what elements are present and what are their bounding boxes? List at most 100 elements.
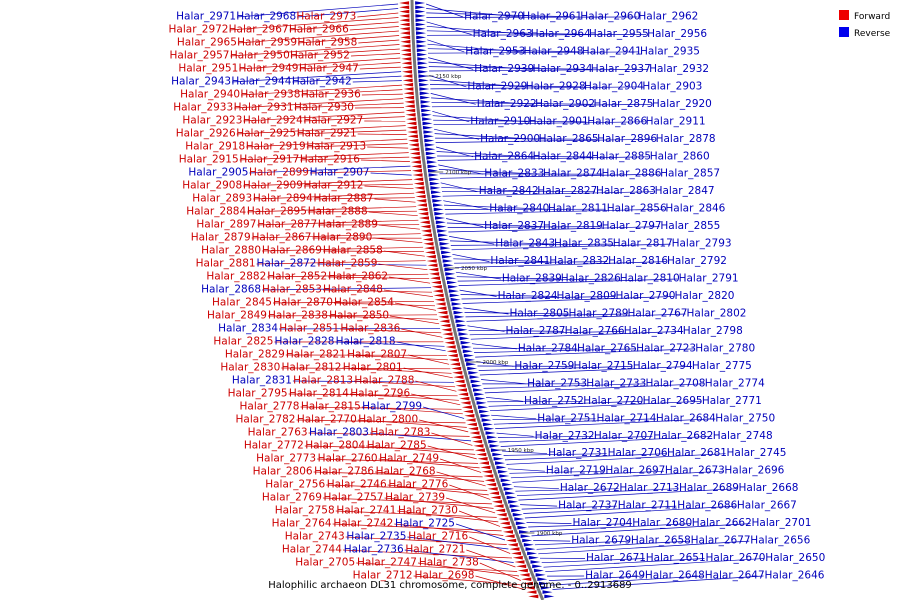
gene-label[interactable]: Halar_2970 (464, 11, 524, 23)
gene-label[interactable]: Halar_2749 (379, 453, 439, 465)
gene-label[interactable]: Halar_2716 (408, 531, 468, 543)
gene-label[interactable]: Halar_2708 (646, 377, 706, 389)
gene-label[interactable]: Halar_2888 (308, 206, 368, 218)
gene-label[interactable]: Halar_2934 (533, 63, 593, 75)
gene-label[interactable]: Halar_2879 (191, 232, 251, 244)
gene-label[interactable]: Halar_2671 (586, 552, 646, 564)
gene-label[interactable]: Halar_2810 (620, 273, 680, 285)
gene-label[interactable]: Halar_2735 (346, 531, 406, 543)
gene-label[interactable]: Halar_2766 (565, 325, 625, 337)
gene-label[interactable]: Halar_2812 (282, 362, 342, 374)
gene-label[interactable]: Halar_2673 (665, 465, 725, 477)
gene-label[interactable]: Halar_2941 (582, 45, 642, 57)
gene-label[interactable]: Halar_2820 (675, 290, 735, 302)
gene-label[interactable]: Halar_2899 (249, 167, 309, 179)
gene-label[interactable]: Halar_2697 (605, 465, 665, 477)
gene-label[interactable]: Halar_2713 (619, 482, 679, 494)
gene-label[interactable]: Halar_2837 (484, 220, 544, 232)
gene-label[interactable]: Halar_2910 (470, 115, 530, 127)
gene-label[interactable]: Halar_2684 (656, 412, 716, 424)
gene-label[interactable]: Halar_2784 (518, 342, 578, 354)
gene-label[interactable]: Halar_2723 (636, 342, 696, 354)
gene-label[interactable]: Halar_2866 (587, 115, 647, 127)
gene-label[interactable]: Halar_2859 (317, 258, 377, 270)
gene-label[interactable]: Halar_2865 (539, 133, 599, 145)
gene-label[interactable]: Halar_2880 (201, 245, 261, 257)
gene-label[interactable]: Halar_2656 (750, 535, 810, 547)
gene-label[interactable]: Halar_2948 (524, 45, 584, 57)
gene-label[interactable]: Halar_2768 (376, 466, 436, 478)
gene-label[interactable]: Halar_2705 (295, 557, 355, 569)
gene-label[interactable]: Halar_2792 (667, 255, 727, 267)
gene-label[interactable]: Halar_2937 (591, 63, 651, 75)
gene-label[interactable]: Halar_2799 (362, 401, 422, 413)
gene-label[interactable]: Halar_2696 (724, 465, 784, 477)
gene-label[interactable]: Halar_2750 (715, 412, 775, 424)
gene-label[interactable]: Halar_2758 (275, 505, 335, 517)
gene-label[interactable]: Halar_2915 (179, 154, 239, 166)
gene-label[interactable]: Halar_2775 (692, 360, 752, 372)
gene-label[interactable]: Halar_2647 (705, 570, 765, 582)
gene-label[interactable]: Halar_2733 (586, 377, 646, 389)
gene-label[interactable]: Halar_2846 (665, 203, 725, 215)
gene-label[interactable]: Halar_2886 (602, 168, 662, 180)
gene-label[interactable]: Halar_2957 (170, 50, 230, 62)
gene-label[interactable]: Halar_2933 (173, 102, 233, 114)
gene-label[interactable]: Halar_2881 (196, 258, 256, 270)
gene-label[interactable]: Halar_2966 (289, 24, 349, 36)
gene-label[interactable]: Halar_2900 (480, 133, 540, 145)
gene-label[interactable]: Halar_2949 (239, 63, 299, 75)
gene-label[interactable]: Halar_2782 (236, 414, 296, 426)
gene-label[interactable]: Halar_2931 (234, 102, 294, 114)
gene-label[interactable]: Halar_2790 (616, 290, 676, 302)
gene-label[interactable]: Halar_2649 (585, 570, 645, 582)
gene-label[interactable]: Halar_2651 (646, 552, 706, 564)
gene-label[interactable]: Halar_2658 (631, 535, 691, 547)
gene-label[interactable]: Halar_2923 (182, 115, 242, 127)
gene-label[interactable]: Halar_2681 (667, 447, 727, 459)
gene-label[interactable]: Halar_2955 (589, 28, 649, 40)
gene-label[interactable]: Halar_2830 (220, 362, 280, 374)
gene-label[interactable]: Halar_2742 (333, 518, 393, 530)
gene-label[interactable]: Halar_2924 (243, 115, 303, 127)
gene-label[interactable]: Halar_2807 (347, 349, 407, 361)
gene-label[interactable]: Halar_2864 (474, 150, 534, 162)
gene-label[interactable]: Halar_2814 (289, 388, 349, 400)
gene-label[interactable]: Halar_2958 (297, 37, 357, 49)
gene-label[interactable]: Halar_2767 (628, 308, 688, 320)
gene-label[interactable]: Halar_2806 (253, 466, 313, 478)
gene-label[interactable]: Halar_2935 (640, 45, 700, 57)
gene-label[interactable]: Halar_2746 (327, 479, 387, 491)
gene-label[interactable]: Halar_2737 (558, 500, 618, 512)
gene-label[interactable]: Halar_2720 (583, 395, 643, 407)
gene-label[interactable]: Halar_2796 (350, 388, 410, 400)
gene-label[interactable]: Halar_2834 (218, 323, 278, 335)
gene-label[interactable]: Halar_2741 (336, 505, 396, 517)
gene-label[interactable]: Halar_2756 (265, 479, 325, 491)
gene-label[interactable]: Halar_2788 (354, 375, 414, 387)
gene-label[interactable]: Halar_2701 (752, 517, 812, 529)
gene-label[interactable]: Halar_2650 (765, 552, 825, 564)
gene-label[interactable]: Halar_2833 (484, 168, 544, 180)
gene-label[interactable]: Halar_2803 (309, 427, 369, 439)
gene-label[interactable]: Halar_2811 (548, 203, 608, 215)
gene-label[interactable]: Halar_2730 (398, 505, 458, 517)
gene-label[interactable]: Halar_2973 (296, 11, 356, 23)
gene-label[interactable]: Halar_2838 (268, 310, 328, 322)
gene-label[interactable]: Halar_2719 (546, 465, 606, 477)
gene-label[interactable]: Halar_2770 (297, 414, 357, 426)
gene-label[interactable]: Halar_2731 (548, 447, 608, 459)
gene-label[interactable]: Halar_2759 (514, 360, 574, 372)
gene-label[interactable]: Halar_2852 (267, 271, 327, 283)
gene-label[interactable]: Halar_2860 (650, 150, 710, 162)
gene-label[interactable]: Halar_2887 (314, 193, 374, 205)
gene-label[interactable]: Halar_2760 (318, 453, 378, 465)
gene-label[interactable]: Halar_2877 (257, 219, 317, 231)
gene-label[interactable]: Halar_2897 (196, 219, 256, 231)
gene-label[interactable]: Halar_2961 (522, 11, 582, 23)
gene-label[interactable]: Halar_2907 (310, 167, 370, 179)
gene-label[interactable]: Halar_2785 (367, 440, 427, 452)
gene-label[interactable]: Halar_2972 (169, 24, 229, 36)
gene-label[interactable]: Halar_2763 (248, 427, 308, 439)
gene-label[interactable]: Halar_2695 (643, 395, 703, 407)
